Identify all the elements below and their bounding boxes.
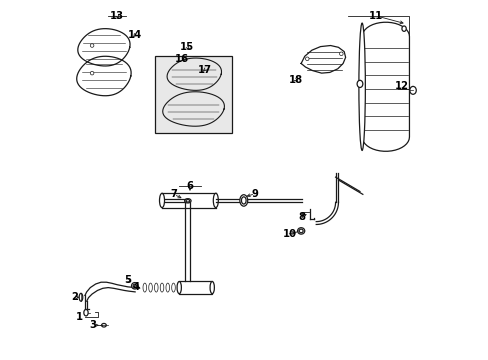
Text: 8: 8 (298, 212, 305, 221)
Ellipse shape (210, 282, 214, 294)
Ellipse shape (131, 283, 138, 289)
Ellipse shape (409, 86, 415, 94)
Ellipse shape (90, 71, 94, 75)
Ellipse shape (102, 323, 106, 327)
Text: 4: 4 (132, 282, 140, 292)
Ellipse shape (90, 44, 94, 47)
Ellipse shape (358, 23, 365, 150)
Ellipse shape (339, 52, 343, 55)
Text: 17: 17 (198, 64, 212, 75)
Text: 1: 1 (76, 312, 83, 322)
Text: 10: 10 (282, 229, 296, 239)
Ellipse shape (165, 283, 169, 292)
Text: 16: 16 (174, 54, 188, 64)
Ellipse shape (239, 195, 247, 206)
Ellipse shape (213, 193, 218, 208)
Text: 3: 3 (89, 320, 97, 330)
Ellipse shape (160, 283, 163, 292)
Ellipse shape (83, 310, 88, 316)
Ellipse shape (299, 229, 303, 233)
Ellipse shape (142, 283, 146, 292)
Text: 15: 15 (180, 42, 194, 51)
Ellipse shape (241, 197, 245, 204)
Ellipse shape (184, 199, 191, 203)
Ellipse shape (185, 199, 189, 202)
Text: 7: 7 (170, 189, 177, 199)
Text: 13: 13 (110, 11, 124, 21)
Text: 2: 2 (71, 292, 78, 302)
Ellipse shape (297, 228, 304, 234)
Ellipse shape (401, 26, 406, 31)
Text: 14: 14 (128, 30, 142, 40)
Ellipse shape (177, 282, 181, 294)
Bar (179, 282, 212, 294)
Text: 6: 6 (186, 181, 193, 192)
Ellipse shape (148, 283, 152, 292)
Ellipse shape (171, 283, 175, 292)
Ellipse shape (79, 293, 82, 301)
Ellipse shape (154, 283, 158, 292)
Text: 11: 11 (368, 11, 382, 21)
Bar (155, 56, 231, 134)
Text: 18: 18 (288, 75, 302, 85)
Ellipse shape (133, 284, 136, 287)
Text: 9: 9 (251, 189, 258, 199)
Text: 5: 5 (124, 275, 131, 285)
Text: 12: 12 (394, 81, 408, 91)
Ellipse shape (159, 193, 164, 208)
Ellipse shape (305, 57, 308, 60)
Ellipse shape (356, 80, 362, 87)
